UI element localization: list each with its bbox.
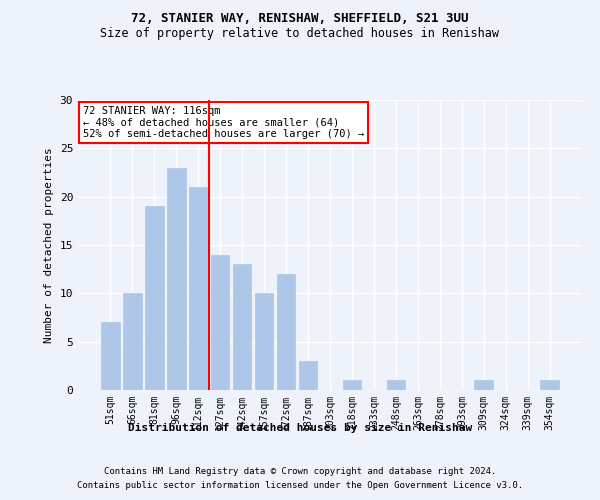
- Bar: [123, 294, 142, 390]
- Text: 72 STANIER WAY: 116sqm
← 48% of detached houses are smaller (64)
52% of semi-det: 72 STANIER WAY: 116sqm ← 48% of detached…: [83, 106, 364, 139]
- Bar: [386, 380, 405, 390]
- Bar: [299, 361, 317, 390]
- Bar: [255, 294, 274, 390]
- Bar: [167, 168, 185, 390]
- Bar: [233, 264, 251, 390]
- Text: Contains HM Land Registry data © Crown copyright and database right 2024.: Contains HM Land Registry data © Crown c…: [104, 468, 496, 476]
- Bar: [101, 322, 119, 390]
- Bar: [475, 380, 493, 390]
- Text: Distribution of detached houses by size in Renishaw: Distribution of detached houses by size …: [128, 422, 472, 432]
- Bar: [211, 254, 229, 390]
- Text: Size of property relative to detached houses in Renishaw: Size of property relative to detached ho…: [101, 28, 499, 40]
- Bar: [277, 274, 295, 390]
- Y-axis label: Number of detached properties: Number of detached properties: [44, 147, 54, 343]
- Bar: [541, 380, 559, 390]
- Bar: [189, 187, 208, 390]
- Bar: [145, 206, 164, 390]
- Bar: [343, 380, 361, 390]
- Text: Contains public sector information licensed under the Open Government Licence v3: Contains public sector information licen…: [77, 481, 523, 490]
- Text: 72, STANIER WAY, RENISHAW, SHEFFIELD, S21 3UU: 72, STANIER WAY, RENISHAW, SHEFFIELD, S2…: [131, 12, 469, 26]
